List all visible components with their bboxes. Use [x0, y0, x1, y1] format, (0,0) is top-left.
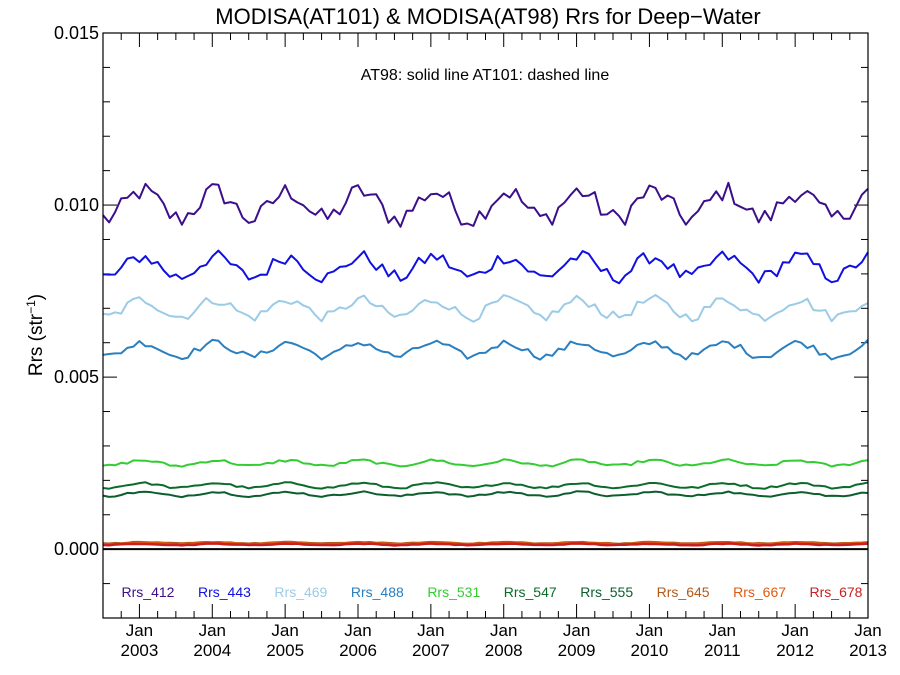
- legend-item-rrs-469: Rrs_469: [274, 584, 327, 600]
- x-tick-month: Jan: [781, 621, 808, 640]
- x-tick-year: 2009: [558, 641, 596, 660]
- legend-item-rrs-443: Rrs_443: [198, 584, 251, 600]
- x-tick-year: 2013: [849, 641, 887, 660]
- x-tick-year: 2004: [193, 641, 231, 660]
- x-tick-year: 2010: [631, 641, 669, 660]
- x-tick-year: 2007: [412, 641, 450, 660]
- series-line-rrs-488: [102, 338, 869, 361]
- series-line-rrs-531: [102, 458, 869, 468]
- legend-item-rrs-412: Rrs_412: [122, 584, 175, 600]
- y-axis-label: Rrs (str−1): [24, 294, 47, 376]
- y-axis-label-main: Rrs (str: [26, 313, 47, 376]
- x-tick-year: 2003: [121, 641, 159, 660]
- series-line-rrs-555: [102, 490, 869, 499]
- legend-item-rrs-488: Rrs_488: [351, 584, 404, 600]
- legend-item-rrs-667: Rrs_667: [733, 584, 786, 600]
- legend-item-rrs-645: Rrs_645: [657, 584, 710, 600]
- x-tick-month: Jan: [126, 621, 153, 640]
- x-tick-month: Jan: [199, 621, 226, 640]
- x-tick-year: 2008: [485, 641, 523, 660]
- x-tick-month: Jan: [854, 621, 881, 640]
- x-tick-year: 2011: [704, 641, 741, 660]
- y-tick-label: 0.000: [54, 539, 99, 559]
- series-line-rrs-469: [102, 294, 869, 323]
- legend-item-rrs-547: Rrs_547: [504, 584, 557, 600]
- tick-layer: 0.0000.0050.0100.015Jan2003Jan2004Jan200…: [54, 23, 887, 660]
- chart-annotation: AT98: solid line AT101: dashed line: [361, 67, 610, 84]
- x-tick-month: Jan: [271, 621, 298, 640]
- x-tick-year: 2012: [776, 641, 814, 660]
- legend-item-rrs-531: Rrs_531: [427, 584, 480, 600]
- chart-title: MODISA(AT101) & MODISA(AT98) Rrs for Dee…: [215, 4, 760, 29]
- x-tick-month: Jan: [490, 621, 517, 640]
- x-tick-year: 2005: [266, 641, 304, 660]
- x-tick-month: Jan: [563, 621, 590, 640]
- series-line-rrs-412: [102, 181, 869, 228]
- x-tick-month: Jan: [344, 621, 371, 640]
- y-tick-label: 0.010: [54, 195, 99, 215]
- series-layer: [102, 181, 869, 547]
- x-tick-year: 2006: [339, 641, 377, 660]
- x-tick-month: Jan: [417, 621, 444, 640]
- series-line-rrs-443: [102, 249, 869, 285]
- plot-frame: [102, 32, 869, 619]
- x-tick-month: Jan: [709, 621, 736, 640]
- series-line-rrs-547: [102, 481, 869, 490]
- y-axis-label-tail: ): [26, 294, 47, 300]
- y-axis-label-sup: −1: [24, 300, 38, 314]
- y-tick-label: 0.005: [54, 367, 99, 387]
- x-tick-month: Jan: [636, 621, 663, 640]
- legend-item-rrs-678: Rrs_678: [810, 584, 863, 600]
- series-line-rrs-678: [102, 542, 869, 547]
- legend: Rrs_412 Rrs_443 Rrs_469 Rrs_488 Rrs_531 Rrs_5…: [122, 584, 863, 600]
- y-tick-label: 0.015: [54, 23, 99, 43]
- legend-item-rrs-555: Rrs_555: [580, 584, 633, 600]
